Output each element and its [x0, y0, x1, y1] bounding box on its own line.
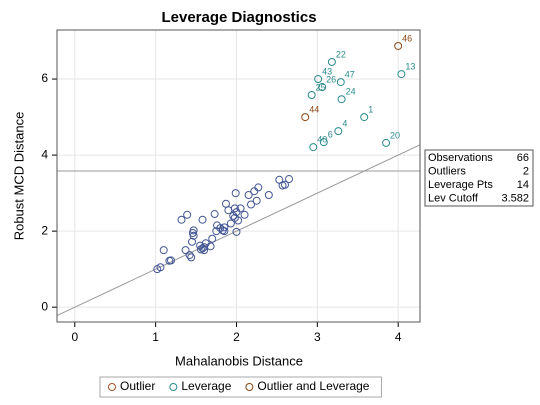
point — [382, 138, 391, 147]
point-label: 43 — [322, 66, 332, 76]
point — [159, 246, 168, 255]
point — [188, 237, 197, 246]
point-label: 6 — [328, 130, 333, 140]
y-tick-label: 4 — [41, 147, 48, 161]
point-label: 46 — [402, 33, 412, 43]
point-label: 24 — [346, 87, 356, 97]
point — [314, 75, 323, 84]
point — [196, 241, 205, 250]
point-label: 4 — [342, 119, 347, 129]
inset-value: 2 — [523, 165, 529, 177]
point — [319, 138, 328, 147]
point — [189, 226, 198, 235]
point — [200, 243, 209, 252]
y-tick-label: 2 — [41, 223, 48, 237]
point — [334, 127, 343, 136]
inset-value: 14 — [517, 179, 529, 191]
point — [226, 219, 235, 228]
point — [220, 223, 229, 232]
point — [285, 175, 294, 184]
point — [307, 91, 316, 100]
legend-marker — [169, 383, 178, 391]
point — [327, 57, 336, 66]
point — [397, 70, 406, 79]
inset-value: 66 — [517, 152, 529, 164]
x-tick-label: 2 — [233, 330, 240, 344]
point-label: 40 — [317, 134, 327, 144]
legend-label: Leverage — [181, 379, 231, 393]
point — [187, 253, 196, 262]
point — [301, 113, 310, 122]
inset-label: Leverage Pts — [428, 179, 493, 191]
point — [212, 227, 221, 236]
point — [210, 210, 219, 219]
x-tick-label: 3 — [314, 330, 321, 344]
y-axis-label: Robust MCD Distance — [11, 112, 26, 241]
point — [394, 41, 403, 50]
point — [177, 215, 186, 224]
point — [280, 180, 289, 189]
point — [181, 246, 190, 255]
point — [247, 200, 256, 209]
point — [318, 83, 327, 92]
y-tick-label: 0 — [41, 299, 48, 313]
inset-label: Outliers — [428, 165, 466, 177]
inset-box — [424, 149, 534, 207]
point — [254, 183, 263, 192]
point — [231, 189, 240, 198]
point — [220, 227, 229, 236]
point — [208, 234, 217, 243]
point — [198, 215, 207, 224]
point-label: 20 — [390, 130, 400, 140]
point-label: 13 — [405, 61, 415, 71]
point — [309, 143, 318, 152]
point-label: 47 — [345, 69, 355, 79]
point — [234, 216, 243, 225]
inset-label: Observations — [428, 152, 493, 164]
point — [185, 251, 194, 260]
point-label: 22 — [336, 49, 346, 59]
point — [336, 78, 345, 87]
legend-box — [99, 376, 382, 398]
legend-marker — [245, 383, 254, 391]
diagonal-line — [56, 144, 421, 316]
point — [360, 113, 369, 122]
point — [240, 210, 249, 219]
point-label: 25 — [316, 82, 326, 92]
point — [337, 95, 346, 104]
point — [252, 196, 261, 205]
point — [264, 191, 273, 200]
inset-label: Lev Cutoff — [428, 192, 479, 204]
plot-frame — [56, 29, 421, 323]
point — [230, 204, 239, 213]
inset-value: 3.582 — [501, 192, 529, 204]
point — [244, 191, 253, 200]
point — [183, 210, 192, 219]
point — [232, 227, 241, 236]
point — [156, 263, 165, 272]
point-label: 26 — [326, 74, 336, 84]
x-tick-label: 1 — [152, 330, 159, 344]
legend-label: Outlier and Leverage — [257, 379, 369, 393]
legend-label: Outlier — [120, 379, 155, 393]
point — [166, 256, 175, 265]
legend-marker — [108, 383, 116, 391]
x-tick-label: 0 — [71, 330, 78, 344]
point — [232, 208, 241, 217]
point-label: 44 — [309, 104, 319, 114]
point — [189, 231, 198, 240]
point-label: 1 — [368, 104, 373, 114]
chart-title: Leverage Diagnostics — [161, 9, 316, 26]
x-axis-label: Mahalanobis Distance — [175, 353, 303, 368]
x-tick-label: 4 — [395, 330, 402, 344]
y-tick-label: 6 — [41, 71, 48, 85]
